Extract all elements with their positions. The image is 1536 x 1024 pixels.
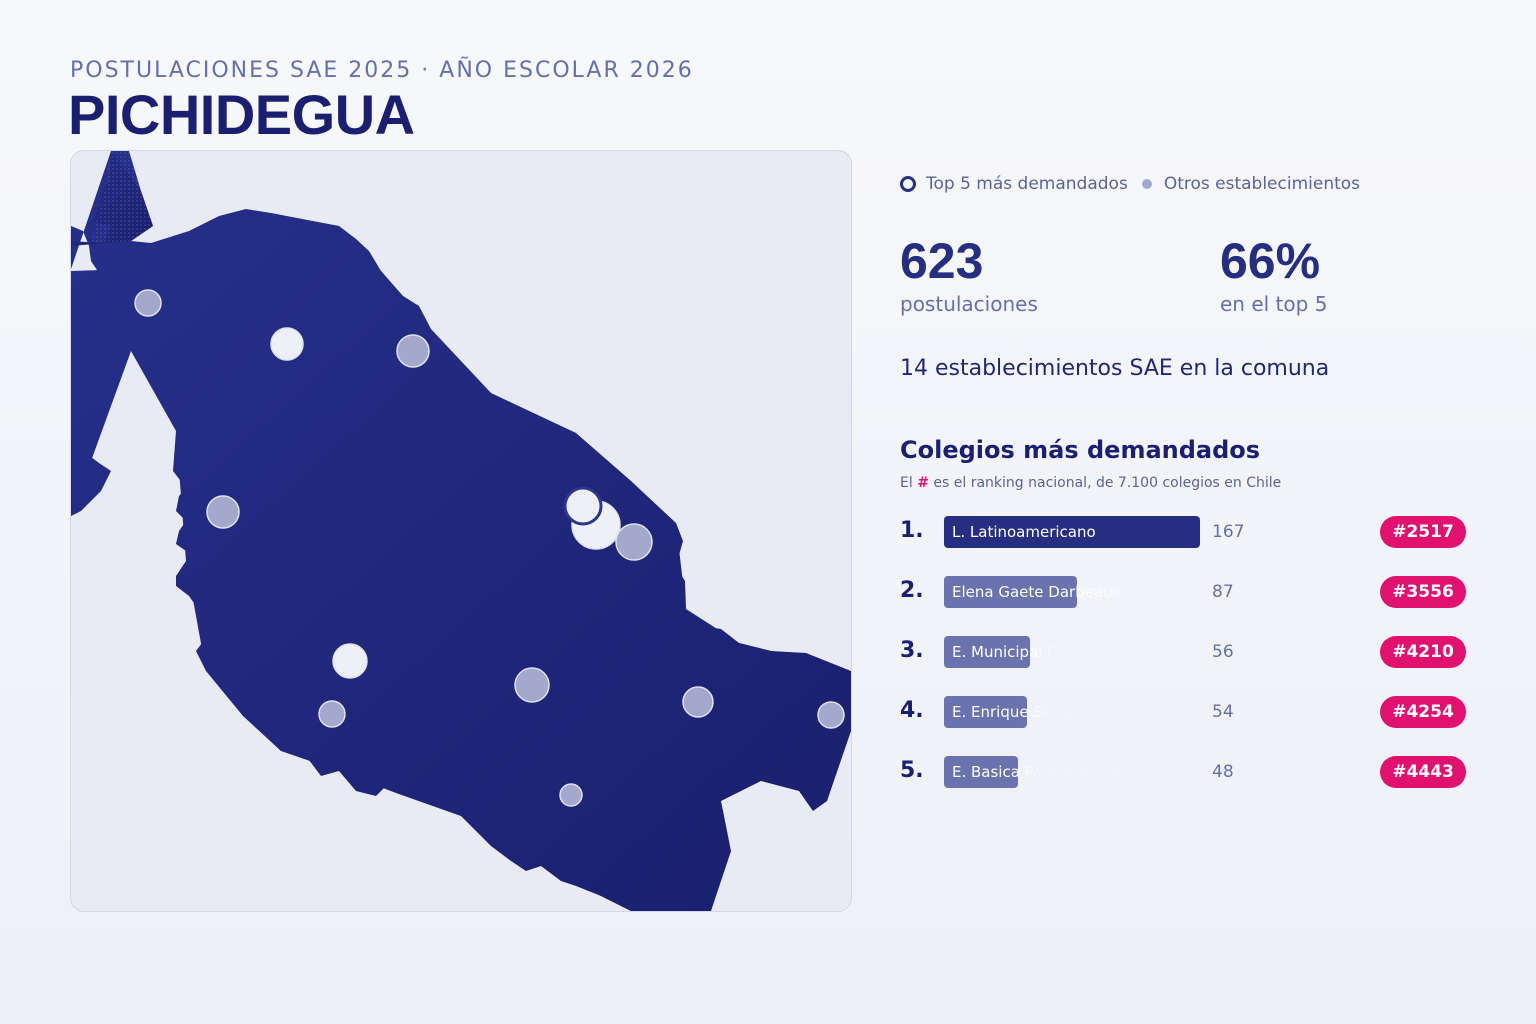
school-marker[interactable] [615,523,653,561]
ranking-school-name: L. Latinoamericano [952,523,1096,541]
commune-body [71,213,851,911]
school-marker-top5[interactable] [563,486,603,526]
top5-share-label: en el top 5 [1220,292,1328,316]
ranking-school-name: E. Municipal De San Ro [952,643,1125,661]
school-marker[interactable] [817,701,845,729]
school-marker[interactable] [134,289,162,317]
ranking-value: 54 [1212,702,1234,722]
ranking-bar [944,516,1200,548]
ranking-national-badge: #4443 [1380,756,1466,788]
ranking-bar [944,576,1077,608]
school-marker[interactable] [682,686,714,718]
ranking-note-suffix: es el ranking nacional, de 7.100 colegio… [933,475,1282,491]
ranking-note-prefix: El [900,475,913,491]
establishments-count: 14 establecimientos SAE en la comuna [900,356,1330,381]
school-marker[interactable] [559,783,583,807]
ranking-rank: 1. [900,518,924,543]
top5-share-value: 66% [1220,233,1321,289]
ranking-row[interactable]: 4. E. Enrique Serrano De 54 #4254 [900,696,1470,728]
ranking-national-badge: #4254 [1380,696,1466,728]
school-marker[interactable] [396,334,430,368]
ranking-value: 167 [1212,522,1245,542]
ranking-bar [944,636,1030,668]
legend-others-label: Otros establecimientos [1163,174,1361,194]
ranking-value: 48 [1212,762,1234,782]
others-dot-icon [1141,179,1152,189]
ranking-rank: 4. [900,698,924,723]
ranking-rank: 5. [900,758,924,783]
map-legend: Top 5 más demandados Otros establecimien… [900,174,1360,194]
markers-layer [134,289,845,807]
school-marker[interactable] [206,495,240,529]
page-subtitle: POSTULACIONES SAE 2025 · AÑO ESCOLAR 202… [70,58,694,83]
school-marker-top5[interactable] [270,327,304,361]
ranking-school-name: Elena Gaete Darbeaux [952,583,1122,601]
ranking-rank: 3. [900,638,924,663]
ranking-bar [944,756,1018,788]
school-marker[interactable] [514,667,550,703]
ranking-value: 87 [1212,582,1234,602]
school-marker-top5[interactable] [332,643,368,679]
ranking-national-badge: #4210 [1380,636,1466,668]
ranking-row[interactable]: 2. Elena Gaete Darbeaux 87 #3556 [900,576,1470,608]
ranking-national-badge: #3556 [1380,576,1466,608]
commune-map [71,151,851,911]
page-title: PICHIDEGUA [68,83,415,146]
ranking-row[interactable]: 1. L. Latinoamericano 167 #2517 [900,516,1470,548]
ranking-bar [944,696,1027,728]
ranking-row[interactable]: 5. E. Basica Pataguas Cer 48 #4443 [900,756,1470,788]
ranking-school-name: E. Basica Pataguas Cer [952,763,1124,781]
stipple-overlay [91,151,153,243]
school-marker[interactable] [318,700,346,728]
postulaciones-value: 623 [900,233,984,289]
map-panel[interactable] [70,150,852,912]
ranking-value: 56 [1212,642,1234,662]
legend-top5-label: Top 5 más demandados [926,174,1128,194]
postulaciones-label: postulaciones [900,292,1038,316]
ranking-note-hash: # [917,475,929,491]
ranking-rank: 2. [900,578,924,603]
ranking-title: Colegios más demandados [900,436,1261,464]
ranking-national-badge: #2517 [1380,516,1466,548]
top5-ring-icon [900,176,916,192]
ranking-note: El # es el ranking nacional, de 7.100 co… [900,475,1281,491]
ranking-school-name: E. Enrique Serrano De [952,703,1118,721]
ranking-row[interactable]: 3. E. Municipal De San Ro 56 #4210 [900,636,1470,668]
